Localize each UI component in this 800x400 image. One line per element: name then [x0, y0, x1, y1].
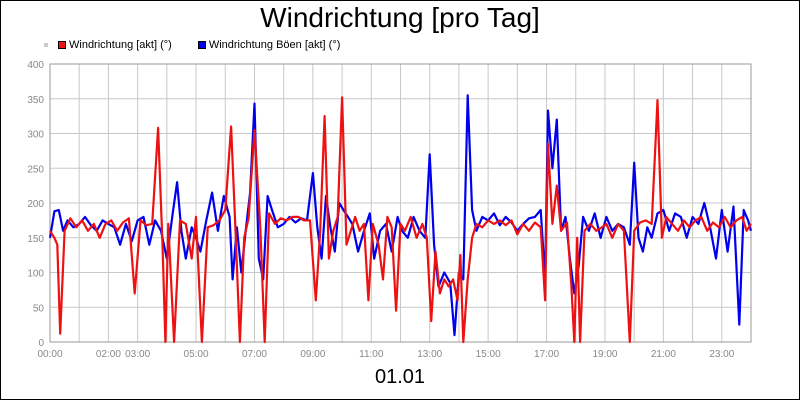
x-tick-label: 03:00 [125, 349, 150, 360]
chart-title: Windrichtung [pro Tag] [260, 2, 540, 33]
x-tick-label: 02:00 [96, 349, 121, 360]
x-tick-label: 05:00 [184, 349, 209, 360]
y-tick-label: 100 [27, 269, 44, 280]
x-tick-label: 17:00 [534, 349, 559, 360]
x-tick-label: 23:00 [709, 349, 734, 360]
x-tick-label: 07:00 [242, 349, 267, 360]
x-tick-label: 13:00 [417, 349, 442, 360]
y-tick-label: 0 [38, 338, 44, 349]
y-tick-label: 50 [33, 303, 45, 314]
legend-swatch-blue [197, 41, 206, 49]
y-tick-label: 250 [27, 164, 44, 175]
plot-border [49, 63, 752, 343]
y-tick-label: 300 [27, 130, 44, 141]
legend-swatch-red [58, 41, 66, 49]
legend-label: Windrichtung Böen [akt] (°) [208, 39, 341, 51]
legend-item-windrichtung-boeen[interactable]: Windrichtung Böen [akt] (°) [197, 39, 341, 51]
y-tick-label: 150 [27, 234, 44, 245]
y-tick-label: 400 [27, 60, 44, 71]
x-tick-label: 00:00 [37, 349, 62, 360]
chart-legend: Windrichtung [akt] (°) Windrichtung Böen… [44, 38, 366, 52]
legend-toggle-icon[interactable] [44, 43, 48, 47]
x-axis-label: 01.01 [374, 366, 426, 388]
x-tick-label: 09:00 [300, 349, 325, 360]
x-tick-label: 21:00 [651, 349, 676, 360]
series-line-windrichtung [49, 96, 752, 344]
y-tick-label: 350 [27, 95, 44, 106]
y-tick-label: 200 [27, 199, 44, 210]
legend-label: Windrichtung [akt] (°) [69, 39, 172, 51]
x-tick-label: 19:00 [592, 349, 617, 360]
x-tick-label: 15:00 [476, 349, 501, 360]
legend-item-windrichtung[interactable]: Windrichtung [akt] (°) [58, 39, 172, 51]
x-tick-label: 11:00 [359, 349, 384, 360]
